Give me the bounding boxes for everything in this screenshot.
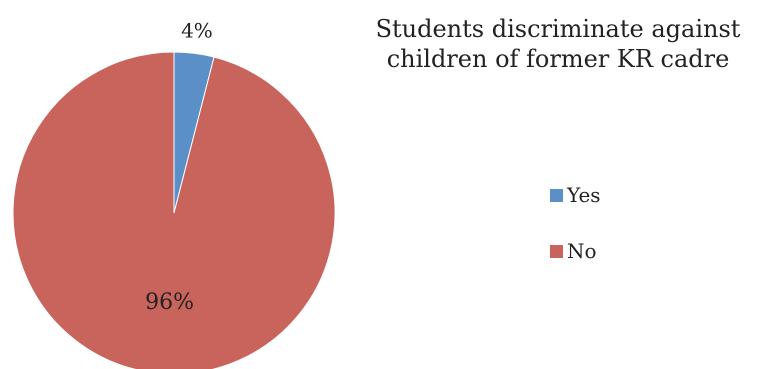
chart-title: Students discriminate against children o… — [330, 14, 774, 74]
legend-swatch-yes — [550, 188, 563, 202]
data-label-yes: 4% — [181, 18, 213, 42]
legend-item-no: No — [550, 238, 601, 264]
legend: Yes No — [550, 182, 601, 294]
legend-swatch-no — [550, 244, 563, 258]
data-label-no: 96% — [145, 290, 194, 315]
pie-slice-no — [12, 51, 336, 369]
legend-label-yes: Yes — [567, 183, 601, 207]
chart-title-line-2: children of former KR cadre — [386, 45, 730, 73]
chart-title-line-1: Students discriminate against — [375, 15, 741, 43]
legend-label-no: No — [567, 239, 597, 263]
legend-item-yes: Yes — [550, 182, 601, 208]
